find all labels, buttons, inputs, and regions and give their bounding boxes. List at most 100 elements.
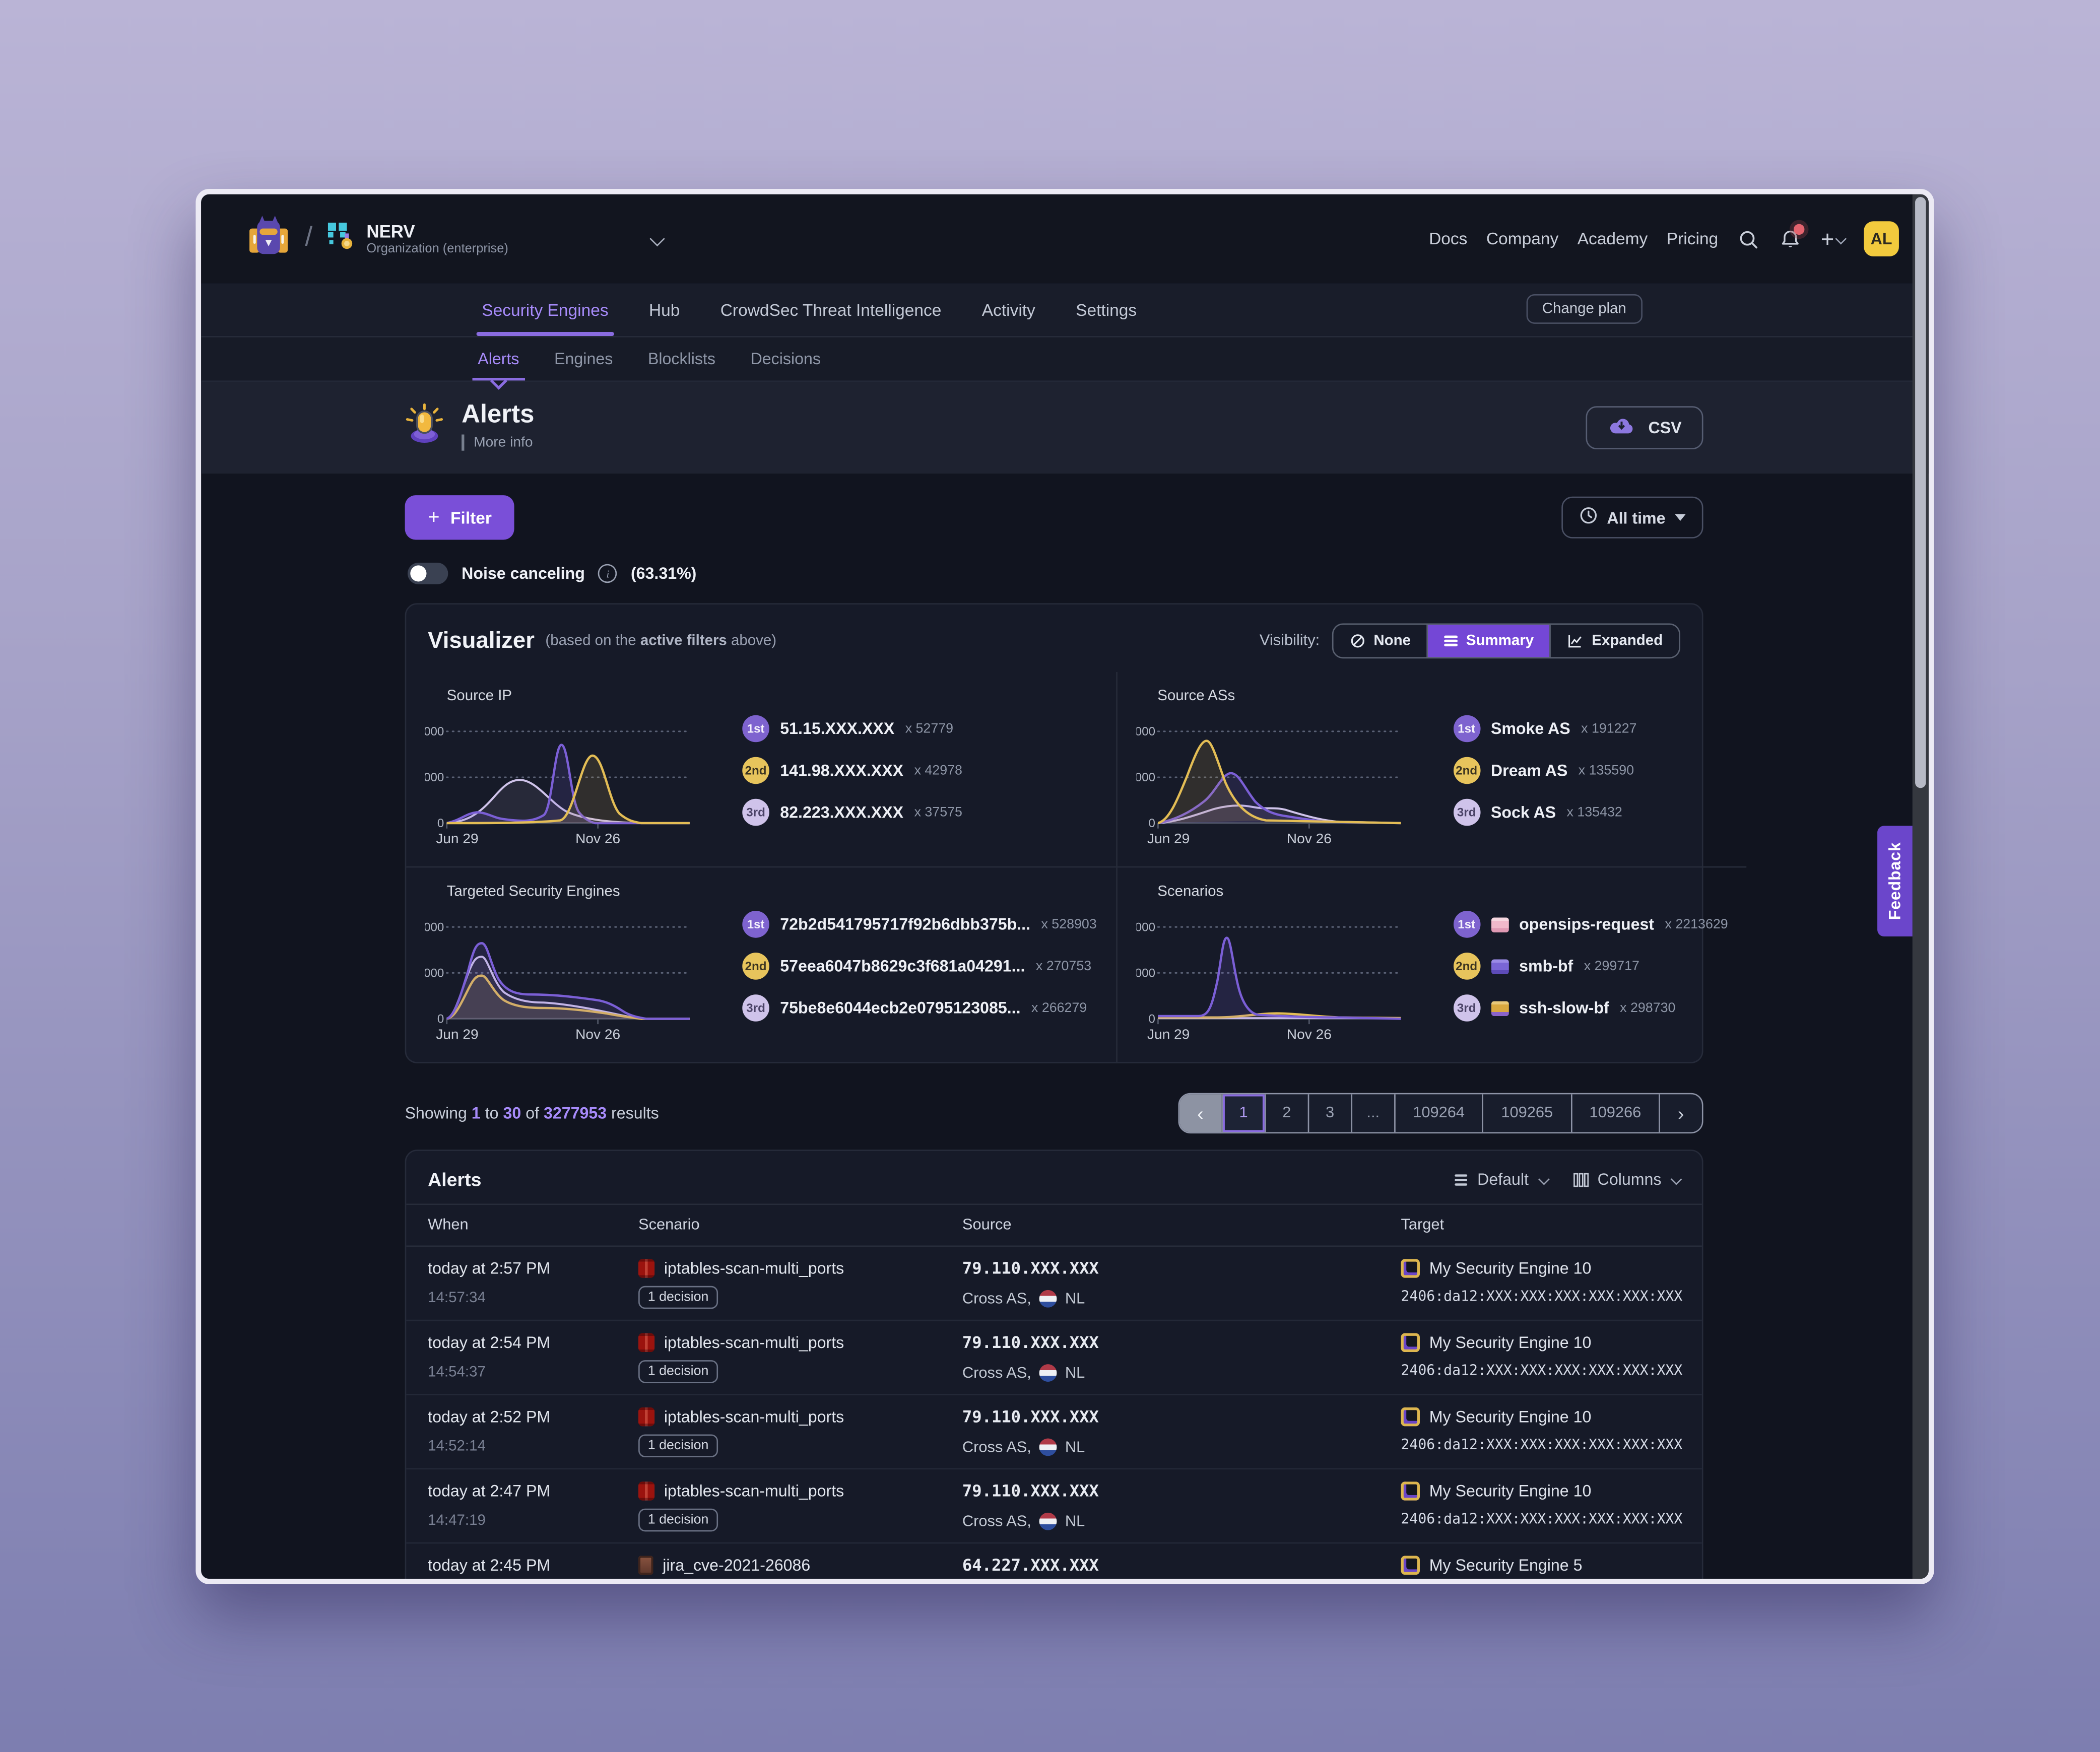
column-header-when[interactable]: When bbox=[428, 1217, 469, 1234]
results-row: Showing 1 to 30 of 3277953 results ‹ 1 2… bbox=[405, 1093, 1703, 1134]
table-row[interactable]: today at 2:52 PM 14:52:14 iptables-scan-m… bbox=[406, 1395, 1702, 1470]
chevron-down-icon[interactable] bbox=[649, 231, 665, 247]
subtab-alerts[interactable]: Alerts bbox=[472, 338, 524, 390]
columns-icon bbox=[1573, 1172, 1589, 1186]
nl-flag-icon bbox=[1039, 1512, 1057, 1530]
tab-settings[interactable]: Settings bbox=[1076, 300, 1137, 319]
more-info-link[interactable]: More info bbox=[462, 434, 533, 451]
view-selector[interactable]: Default bbox=[1452, 1170, 1549, 1189]
legend-entry[interactable]: 1st 51.15.XXX.XXX x 52779 bbox=[742, 715, 962, 743]
subtab-engines[interactable]: Engines bbox=[554, 349, 613, 369]
table-title: Alerts bbox=[428, 1168, 482, 1190]
tab-security-engines[interactable]: Security Engines bbox=[476, 284, 614, 336]
table-row[interactable]: today at 2:47 PM 14:47:19 iptables-scan-m… bbox=[406, 1469, 1702, 1544]
noise-canceling-value: (63.31%) bbox=[630, 564, 697, 583]
tab-cti[interactable]: CrowdSec Threat Intelligence bbox=[720, 300, 942, 319]
rank-badge: 1st bbox=[1453, 911, 1480, 938]
subtab-blocklists[interactable]: Blocklists bbox=[647, 349, 715, 369]
pagination-page-1[interactable]: 1 bbox=[1221, 1094, 1265, 1132]
breadcrumb-separator: / bbox=[305, 222, 313, 252]
scrollbar[interactable] bbox=[1912, 194, 1929, 1579]
nav-link-pricing[interactable]: Pricing bbox=[1666, 229, 1719, 248]
alerts-table-card: Alerts Default Columns When Scenario Sou… bbox=[405, 1150, 1703, 1579]
legend-entry[interactable]: 2nd Dream AS x 135590 bbox=[1453, 757, 1637, 784]
change-plan-button[interactable]: Change plan bbox=[1526, 294, 1643, 324]
tab-activity[interactable]: Activity bbox=[981, 300, 1035, 319]
subtab-decisions[interactable]: Decisions bbox=[750, 349, 821, 369]
svg-text:0: 0 bbox=[1148, 817, 1154, 830]
tab-hub[interactable]: Hub bbox=[648, 300, 680, 319]
org-selector[interactable]: NERV Organization (enterprise) bbox=[326, 221, 508, 257]
column-header-target[interactable]: Target bbox=[1401, 1217, 1445, 1234]
legend-entry[interactable]: 2nd smb-bf x 299717 bbox=[1453, 953, 1728, 980]
csv-export-button[interactable]: CSV bbox=[1586, 406, 1703, 450]
svg-text:Jun 29: Jun 29 bbox=[1147, 1027, 1189, 1042]
legend-entry[interactable]: 1st Smoke AS x 191227 bbox=[1453, 715, 1636, 743]
decision-badge: 1 decision bbox=[638, 1434, 718, 1457]
avatar[interactable]: AL bbox=[1864, 221, 1899, 256]
pagination-page-2[interactable]: 2 bbox=[1264, 1094, 1308, 1132]
legend-entry[interactable]: 3rd 82.223.XXX.XXX x 37575 bbox=[742, 798, 962, 826]
noise-canceling-toggle[interactable] bbox=[407, 563, 448, 584]
visibility-expanded-button[interactable]: Expanded bbox=[1550, 625, 1679, 657]
notifications-bell-icon[interactable] bbox=[1779, 223, 1805, 250]
visualizer-grid: Source IP 10000 5000 0 Jun 29 N bbox=[406, 671, 1747, 1062]
targeted-engines-legend: 1st 72b2d541795717f92b6dbb375b... x 528903… bbox=[742, 903, 1097, 1036]
legend-entry[interactable]: 1st 72b2d541795717f92b6dbb375b... x 528903 bbox=[742, 911, 1097, 938]
legend-entry[interactable]: 2nd 141.98.XXX.XXX x 42978 bbox=[742, 757, 962, 784]
pagination-page-109265[interactable]: 109265 bbox=[1482, 1094, 1571, 1132]
pagination-page-109266[interactable]: 109266 bbox=[1570, 1094, 1659, 1132]
content-area: + Filter All time Noise canceling i (63.… bbox=[201, 474, 1747, 1579]
visibility-segmented-control: None Summary Expanded bbox=[1332, 623, 1680, 659]
decision-badge: 1 decision bbox=[638, 1286, 718, 1309]
nav-link-docs[interactable]: Docs bbox=[1429, 229, 1468, 248]
column-header-scenario[interactable]: Scenario bbox=[638, 1217, 700, 1234]
security-engine-icon bbox=[1401, 1407, 1420, 1427]
top-header: / bbox=[201, 194, 1929, 284]
column-header-source[interactable]: Source bbox=[962, 1217, 1012, 1234]
visibility-none-button[interactable]: None bbox=[1333, 625, 1427, 657]
scrollbar-thumb[interactable] bbox=[1915, 197, 1926, 788]
pagination-page-109264[interactable]: 109264 bbox=[1394, 1094, 1482, 1132]
legend-entry[interactable]: 3rd 75be8e6044ecb2e0795123085... x 266279 bbox=[742, 994, 1096, 1022]
pagination-next-button[interactable]: › bbox=[1659, 1094, 1702, 1132]
org-name: NERV bbox=[366, 220, 415, 241]
rank-badge: 2nd bbox=[1453, 757, 1480, 784]
legend-entry[interactable]: 3rd Sock AS x 135432 bbox=[1453, 798, 1637, 826]
nl-flag-icon bbox=[1039, 1290, 1057, 1308]
results-summary: Showing 1 to 30 of 3277953 results bbox=[405, 1104, 659, 1123]
svg-text:Nov 26: Nov 26 bbox=[575, 1027, 620, 1042]
nav-link-academy[interactable]: Academy bbox=[1577, 229, 1648, 248]
table-row[interactable]: today at 2:54 PM 14:54:37 iptables-scan-m… bbox=[406, 1321, 1702, 1395]
pagination-page-3[interactable]: 3 bbox=[1307, 1094, 1351, 1132]
rank-badge: 2nd bbox=[742, 757, 769, 784]
sub-nav: Alerts Engines Blocklists Decisions bbox=[201, 337, 1929, 390]
rank-badge: 3rd bbox=[1453, 994, 1480, 1022]
search-icon[interactable] bbox=[1737, 227, 1760, 250]
add-menu-button[interactable]: + bbox=[1821, 227, 1847, 250]
nav-link-company[interactable]: Company bbox=[1486, 229, 1559, 248]
source-ass-chart: 10000 5000 0 Jun 29 Nov 26 bbox=[1136, 725, 1401, 846]
columns-selector[interactable]: Columns bbox=[1572, 1170, 1682, 1189]
pagination-prev-button[interactable]: ‹ bbox=[1179, 1094, 1221, 1132]
chart-title: Targeted Security Engines bbox=[446, 884, 620, 900]
source-ip-chart: 10000 5000 0 Jun 29 Nov 26 bbox=[425, 725, 691, 846]
legend-entry[interactable]: 2nd 57eea6047b8629c3f681a04291... x 270753 bbox=[742, 953, 1096, 980]
add-filter-button[interactable]: + Filter bbox=[405, 495, 515, 540]
rank-badge: 1st bbox=[742, 715, 769, 743]
time-range-dropdown[interactable]: All time bbox=[1561, 496, 1703, 538]
rank-badge: 1st bbox=[742, 911, 769, 938]
info-icon[interactable]: i bbox=[598, 564, 618, 583]
svg-text:Nov 26: Nov 26 bbox=[1286, 831, 1331, 846]
legend-entry[interactable]: 3rd ssh-slow-bf x 298730 bbox=[1453, 994, 1728, 1022]
nl-flag-icon bbox=[1039, 1438, 1057, 1456]
nl-flag-icon bbox=[1039, 1364, 1057, 1382]
table-row[interactable]: today at 2:57 PM 14:57:34 iptables-scan-m… bbox=[406, 1247, 1702, 1321]
crowdsec-mascot-logo[interactable] bbox=[246, 213, 292, 265]
legend-entry[interactable]: 1st opensips-request x 2213629 bbox=[1453, 911, 1728, 938]
breadcrumb[interactable]: / bbox=[246, 213, 665, 265]
feedback-button[interactable]: Feedback bbox=[1877, 826, 1913, 937]
noise-canceling-label: Noise canceling bbox=[462, 564, 585, 583]
visibility-summary-button[interactable]: Summary bbox=[1427, 625, 1550, 657]
